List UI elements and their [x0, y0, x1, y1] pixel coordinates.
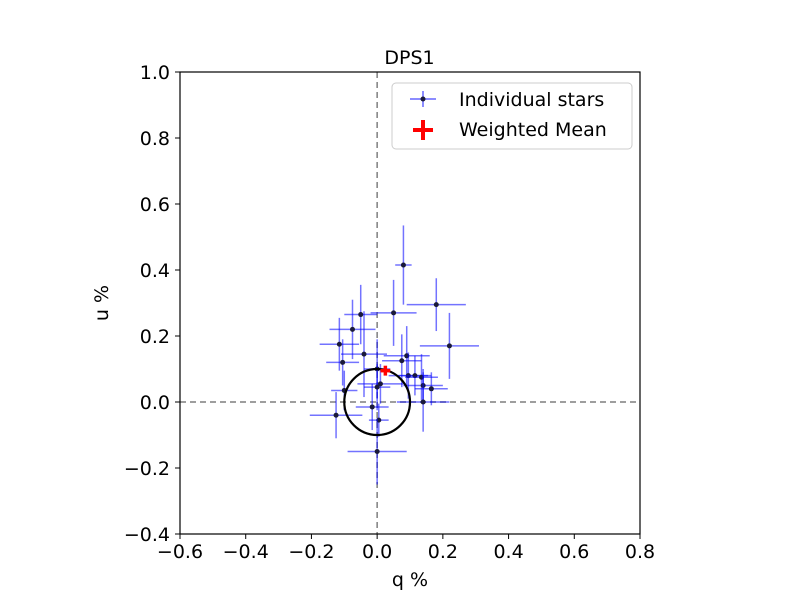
axes-frame: [179, 71, 641, 535]
star-point-0: [400, 262, 406, 268]
y-tick-label: 0.4: [140, 260, 170, 282]
x-tick-label: −0.4: [223, 541, 269, 563]
legend-entry-individual-stars: Individual stars: [410, 89, 604, 111]
legend-entry-weighted-mean: Weighted Mean: [413, 119, 607, 141]
x-tick-label: −0.2: [288, 541, 334, 563]
x-axis: −0.6 −0.4 −0.2 0.0 0.2 0.4 0.6 0.8: [157, 534, 655, 563]
reference-circle: [343, 367, 412, 437]
legend: Individual stars Weighted Mean: [391, 82, 633, 150]
y-tick-label: −0.2: [124, 458, 170, 480]
star-point-21: [369, 404, 375, 410]
x-tick-label: 0.0: [362, 541, 392, 563]
legend-marker-individual-stars-point: [420, 96, 426, 102]
y-tick-label: 1.0: [140, 62, 170, 84]
star-point-4: [350, 326, 355, 332]
y-tick-label: 0.8: [140, 128, 170, 150]
star-point-7: [361, 351, 367, 357]
legend-box: [391, 82, 633, 150]
y-tick-label: 0.0: [140, 392, 170, 414]
legend-label-weighted-mean: Weighted Mean: [459, 119, 607, 141]
star-point-3: [358, 312, 364, 318]
x-tick-label: 0.8: [625, 541, 655, 563]
star-point-1: [433, 302, 439, 308]
star-point-17: [374, 384, 380, 390]
star-point-15: [377, 381, 383, 387]
y-tick-label: 0.6: [140, 194, 170, 216]
x-tick-label: −0.6: [157, 541, 203, 563]
y-tick-label: −0.4: [124, 524, 170, 546]
y-axis-label: u %: [91, 285, 113, 321]
y-axis: −0.4 −0.2 0.0 0.2 0.4 0.6 0.8 1.0: [124, 62, 180, 546]
plot-area: [180, 72, 640, 534]
star-point-5: [446, 343, 452, 349]
chart-title: DPS1: [384, 47, 434, 69]
star-point-10: [340, 359, 346, 365]
x-axis-label: q %: [392, 569, 428, 591]
star-point-9: [399, 358, 405, 364]
star-point-22: [333, 412, 339, 418]
star-point-2: [391, 310, 397, 316]
star-point-20: [420, 399, 426, 405]
star-point-24: [374, 449, 380, 454]
x-tick-label: 0.2: [428, 541, 458, 563]
star-point-19: [428, 386, 434, 392]
y-tick-label: 0.2: [140, 326, 170, 348]
x-tick-label: 0.6: [559, 541, 589, 563]
legend-label-individual-stars: Individual stars: [459, 89, 604, 111]
x-tick-label: 0.4: [493, 541, 523, 563]
star-point-6: [336, 341, 342, 347]
